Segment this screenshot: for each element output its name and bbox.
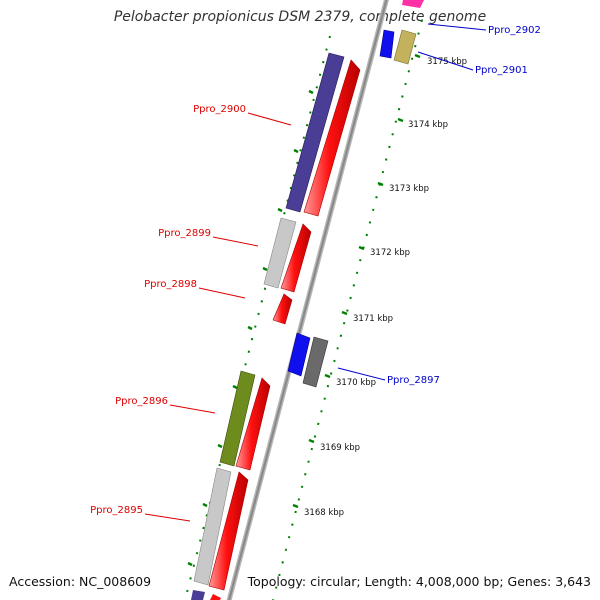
gene-label-leader — [144, 513, 191, 522]
kbp-tick-label: 3174 kbp — [408, 120, 448, 130]
genome-backbone — [226, 0, 389, 600]
gene-bottom-navy-block — [191, 590, 205, 600]
gene-label-ppro-2901[interactable]: Ppro_2901 — [475, 65, 528, 76]
inner-tick-track — [272, 19, 423, 600]
gene-label-ppro-2899[interactable]: Ppro_2899 — [158, 228, 211, 239]
genome-summary-text: Topology: circular; Length: 4,008,000 bp… — [247, 574, 591, 589]
kbp-tick-label: 3173 kbp — [389, 184, 429, 194]
map-title: Pelobacter propionicus DSM 2379, complet… — [113, 9, 487, 25]
gene-ppro-2900-block — [285, 52, 345, 213]
gene-ppro-2897b-block — [302, 336, 329, 388]
gene-label-leader — [169, 404, 216, 414]
gene-label-leader — [212, 236, 259, 247]
kbp-tick-mark — [341, 310, 348, 316]
gene-label-ppro-2896[interactable]: Ppro_2896 — [115, 396, 168, 407]
gene-ppro-2902b-block — [402, 0, 424, 8]
kbp-tick-mark — [308, 438, 315, 444]
accession-text: Accession: NC_008609 — [9, 574, 152, 589]
gene-bottom-red-block — [210, 594, 221, 600]
gene-ppro-2900-cds — [303, 59, 361, 217]
gene-label-leader — [198, 287, 246, 299]
gene-ppro-2899-cds — [280, 223, 312, 293]
gene-label-leader — [427, 23, 487, 31]
kbp-tick-mark — [292, 503, 299, 509]
kbp-tick-mark — [324, 373, 331, 379]
gene-blocks — [191, 0, 424, 600]
kbp-tick-label: 3171 kbp — [353, 314, 393, 324]
gene-ppro-2901-block — [393, 29, 417, 65]
outer-major-ticks — [187, 89, 314, 567]
gene-label-ppro-2902[interactable]: Ppro_2902 — [488, 25, 541, 36]
gene-label-ppro-2898[interactable]: Ppro_2898 — [144, 279, 197, 290]
gene-label-leader — [337, 367, 386, 381]
gene-label-leader — [417, 51, 474, 71]
kbp-tick-label: 3172 kbp — [370, 248, 410, 258]
gene-label-ppro-2895[interactable]: Ppro_2895 — [90, 505, 143, 516]
gene-ppro-2896-block — [219, 370, 256, 467]
kbp-tick-mark — [358, 245, 365, 251]
gene-ppro-2902-block — [379, 29, 395, 59]
kbp-tick-label: 3169 kbp — [320, 443, 360, 453]
gene-labels: Ppro_2902 Ppro_2901 Ppro_2900 Ppro_2899 Ppro… — [90, 23, 541, 522]
kbp-tick-mark — [414, 53, 421, 59]
gene-ppro-2895-cds — [208, 471, 249, 591]
gene-label-ppro-2897[interactable]: Ppro_2897 — [387, 375, 440, 386]
gene-label-ppro-2900[interactable]: Ppro_2900 — [193, 104, 246, 115]
gene-ppro-2899-block — [263, 217, 297, 289]
gene-ppro-2897-block — [287, 332, 311, 377]
gene-label-leader — [247, 112, 292, 126]
kbp-tick-label: 3170 kbp — [336, 378, 376, 388]
kbp-tick-mark — [397, 117, 404, 123]
gene-ppro-2898-cds — [272, 293, 293, 325]
kbp-tick-label: 3168 kbp — [304, 508, 344, 518]
gene-ppro-2896-cds — [235, 377, 271, 471]
kbp-tick-mark — [377, 181, 384, 187]
gene-ppro-2895-block — [193, 467, 232, 586]
